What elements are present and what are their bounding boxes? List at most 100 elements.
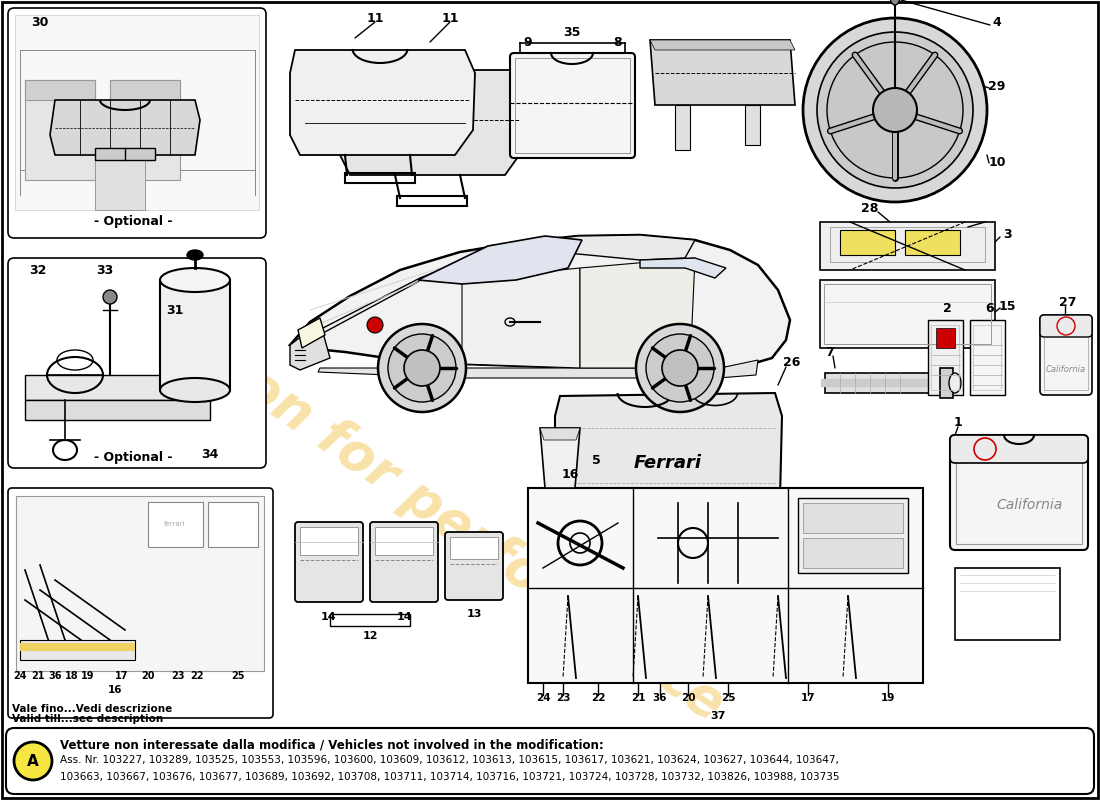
Bar	[208, 502, 258, 547]
Polygon shape	[25, 80, 95, 100]
Ellipse shape	[949, 373, 961, 393]
Text: 24: 24	[13, 671, 26, 681]
Polygon shape	[556, 393, 782, 526]
Ellipse shape	[187, 250, 204, 260]
Text: California: California	[997, 498, 1063, 512]
Text: 36: 36	[48, 671, 62, 681]
Ellipse shape	[803, 18, 987, 202]
Ellipse shape	[388, 334, 456, 402]
Text: 12: 12	[362, 631, 377, 641]
FancyBboxPatch shape	[295, 522, 363, 602]
Polygon shape	[110, 80, 180, 180]
Ellipse shape	[662, 350, 698, 386]
Bar	[515, 58, 630, 153]
FancyBboxPatch shape	[446, 532, 503, 600]
Polygon shape	[25, 375, 210, 400]
Ellipse shape	[890, 0, 900, 5]
Text: 36: 36	[652, 693, 668, 703]
Bar	[974, 325, 1001, 390]
Ellipse shape	[14, 742, 52, 780]
Polygon shape	[25, 400, 210, 420]
Text: California: California	[1046, 366, 1086, 374]
Text: 33: 33	[97, 263, 113, 277]
Ellipse shape	[160, 268, 230, 292]
Bar	[345, 173, 415, 183]
Text: 14: 14	[396, 612, 411, 622]
Polygon shape	[290, 322, 330, 370]
Bar	[20, 643, 135, 651]
Text: 7: 7	[826, 346, 835, 358]
Text: 10: 10	[988, 157, 1005, 170]
Polygon shape	[298, 318, 324, 348]
Text: 3: 3	[1003, 229, 1011, 242]
Polygon shape	[580, 258, 695, 368]
Polygon shape	[650, 40, 795, 50]
Ellipse shape	[404, 350, 440, 386]
Text: passion for performance: passion for performance	[106, 270, 734, 730]
Text: ferrari: ferrari	[164, 521, 186, 527]
Text: 11: 11	[366, 11, 384, 25]
Text: 20: 20	[141, 671, 155, 681]
Polygon shape	[290, 235, 790, 368]
Bar	[970, 320, 1005, 395]
Polygon shape	[50, 100, 200, 155]
Text: Vale fino...Vedi descrizione: Vale fino...Vedi descrizione	[12, 704, 173, 714]
Polygon shape	[675, 105, 690, 150]
Text: 1: 1	[954, 415, 962, 429]
Text: 31: 31	[166, 303, 184, 317]
Bar	[820, 280, 996, 348]
Text: - Optional -: - Optional -	[94, 451, 173, 465]
Polygon shape	[640, 258, 726, 278]
Text: 13: 13	[466, 609, 482, 619]
Text: - Optional -: - Optional -	[94, 215, 173, 229]
FancyBboxPatch shape	[8, 8, 266, 238]
Text: Valid till...see description: Valid till...see description	[12, 714, 163, 724]
Bar	[1044, 320, 1088, 390]
Bar	[300, 527, 358, 555]
Bar	[397, 196, 468, 206]
Bar	[803, 538, 903, 568]
Text: 18: 18	[65, 671, 79, 681]
Polygon shape	[110, 80, 180, 100]
FancyBboxPatch shape	[1040, 315, 1092, 395]
Text: 19: 19	[81, 671, 95, 681]
FancyBboxPatch shape	[6, 728, 1094, 794]
Text: 15: 15	[999, 301, 1015, 314]
Bar	[928, 320, 962, 395]
Text: 35: 35	[563, 26, 581, 38]
Text: 20: 20	[681, 693, 695, 703]
Bar	[330, 614, 410, 626]
Text: 28: 28	[861, 202, 879, 214]
Polygon shape	[940, 368, 953, 398]
Text: 9: 9	[524, 37, 532, 50]
Bar	[830, 227, 984, 262]
Polygon shape	[160, 280, 230, 390]
Text: 25: 25	[231, 671, 244, 681]
Ellipse shape	[827, 42, 962, 178]
Text: 6: 6	[986, 302, 994, 314]
Polygon shape	[540, 428, 580, 488]
Text: 14: 14	[321, 612, 337, 622]
Bar	[95, 148, 155, 160]
Polygon shape	[418, 236, 582, 284]
Bar	[820, 222, 996, 270]
Ellipse shape	[646, 334, 714, 402]
Bar	[956, 441, 1082, 544]
Polygon shape	[825, 373, 940, 393]
Text: 11: 11	[441, 11, 459, 25]
Text: Vetture non interessate dalla modifica / Vehicles not involved in the modificati: Vetture non interessate dalla modifica /…	[60, 738, 604, 751]
Text: 22: 22	[591, 693, 605, 703]
Text: Ferrari: Ferrari	[634, 454, 702, 472]
Ellipse shape	[160, 378, 230, 402]
Text: 5: 5	[592, 454, 601, 466]
Text: 27: 27	[1059, 295, 1077, 309]
Polygon shape	[95, 160, 145, 210]
Text: 32: 32	[30, 263, 46, 277]
FancyBboxPatch shape	[8, 258, 266, 468]
Ellipse shape	[873, 88, 917, 132]
Bar	[905, 230, 960, 255]
Ellipse shape	[367, 317, 383, 333]
Bar	[955, 568, 1060, 640]
Polygon shape	[340, 70, 525, 175]
Ellipse shape	[817, 32, 974, 188]
